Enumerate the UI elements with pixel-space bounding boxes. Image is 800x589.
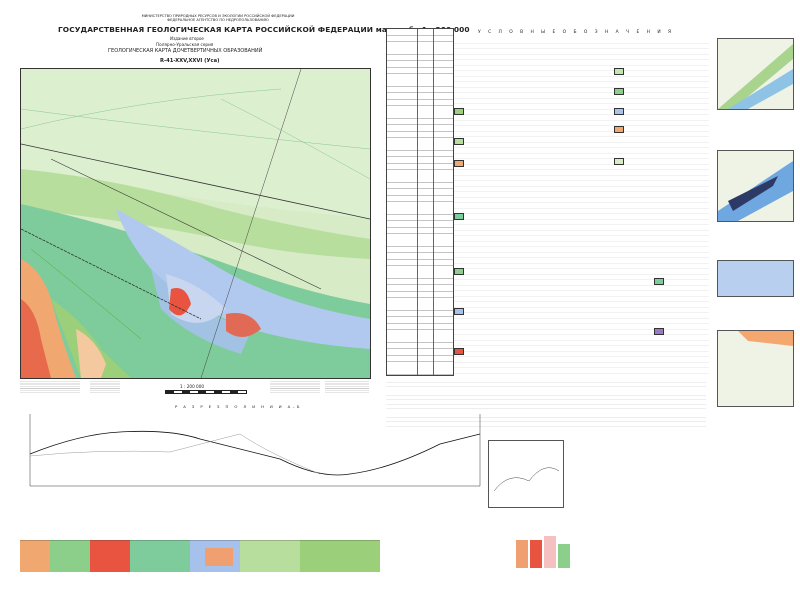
margin-notes-3 bbox=[270, 380, 320, 394]
fault-line-2 bbox=[50, 158, 322, 290]
correlation-scheme bbox=[516, 530, 578, 570]
fault-line-1 bbox=[21, 143, 370, 220]
contour-3 bbox=[220, 98, 370, 180]
scale-label: 1 : 200 000 bbox=[180, 384, 205, 389]
inset-map-1 bbox=[717, 38, 794, 110]
legend-swatch bbox=[454, 213, 464, 220]
contour-1 bbox=[21, 88, 282, 130]
inset-4-svg bbox=[738, 331, 793, 346]
scale-bar bbox=[165, 390, 247, 394]
cross-section bbox=[20, 539, 380, 572]
symbol-rows bbox=[386, 378, 706, 428]
legend-heading: У С Л О В Н Ы Е О Б О З Н А Ч Е Н И Я bbox=[478, 30, 675, 35]
legend-swatch bbox=[454, 348, 464, 355]
red-intrusion bbox=[169, 288, 191, 316]
legend-swatch bbox=[614, 108, 624, 115]
profile-graph bbox=[20, 414, 490, 494]
green-slope-unit bbox=[51, 299, 131, 378]
tectonic-scheme-svg bbox=[493, 467, 560, 492]
symbols-legend bbox=[386, 378, 710, 430]
thrust-line bbox=[21, 228, 202, 320]
contact-line bbox=[30, 248, 142, 340]
legend-swatch bbox=[614, 126, 624, 133]
geological-map[interactable] bbox=[20, 68, 371, 379]
legend-body bbox=[454, 38, 709, 374]
legend-swatch bbox=[614, 68, 624, 75]
inset-map-4 bbox=[717, 330, 794, 407]
legend-swatch bbox=[454, 268, 464, 275]
map-canvas bbox=[21, 69, 370, 378]
legend-swatch bbox=[454, 108, 464, 115]
legend-swatch bbox=[614, 158, 624, 165]
map-title: ГОСУДАРСТВЕННАЯ ГЕОЛОГИЧЕСКАЯ КАРТА РОСС… bbox=[58, 25, 470, 34]
legend-swatch bbox=[654, 278, 664, 285]
inset-map-2 bbox=[717, 150, 794, 222]
correlation-svg bbox=[516, 536, 570, 568]
map-margin bbox=[20, 380, 369, 400]
upper-plain-unit bbox=[21, 69, 370, 219]
insets-column bbox=[715, 30, 795, 410]
margin-notes-4 bbox=[325, 380, 369, 394]
inset-1-svg bbox=[718, 44, 793, 109]
column-divider bbox=[417, 29, 418, 375]
inset-2-svg bbox=[718, 161, 793, 221]
stratigraphic-column bbox=[386, 28, 454, 376]
profile-line bbox=[200, 69, 302, 378]
series-text: Полярно-Уральская серия bbox=[156, 42, 214, 47]
legend-rows bbox=[454, 38, 709, 374]
agency-line: ФЕДЕРАЛЬНОЕ АГЕНТСТВО ПО НЕДРОПОЛЬЗОВАНИ… bbox=[167, 18, 269, 23]
column-divider-2 bbox=[433, 29, 434, 375]
legend-swatch bbox=[654, 328, 664, 335]
ministry-text: МИНИСТЕРСТВО ПРИРОДНЫХ РЕСУРСОВ И ЭКОЛОГ… bbox=[118, 14, 318, 23]
legend-swatch bbox=[614, 88, 624, 95]
edition-text: Издание второе bbox=[170, 36, 204, 41]
column-rows bbox=[387, 29, 453, 375]
legend-swatch bbox=[454, 138, 464, 145]
tectonic-scheme bbox=[488, 440, 564, 508]
profile-title: Р А З Р Е З П О Л И Н И И А–Б bbox=[175, 404, 302, 409]
map-type-text: ГЕОЛОГИЧЕСКАЯ КАРТА ДОЧЕТВЕРТИЧНЫХ ОБРАЗ… bbox=[108, 48, 263, 54]
red-intrusion-2 bbox=[226, 313, 261, 338]
sheet-number: R-41-XXV,XXVI (Уса) bbox=[160, 58, 220, 64]
pink-unit bbox=[76, 329, 106, 378]
legend-swatch bbox=[454, 160, 464, 167]
cross-section-svg bbox=[20, 539, 380, 572]
legend-swatch bbox=[454, 308, 464, 315]
red-massif bbox=[21, 299, 51, 378]
ministry-line: МИНИСТЕРСТВО ПРИРОДНЫХ РЕСУРСОВ И ЭКОЛОГ… bbox=[141, 14, 295, 18]
inset-map-3 bbox=[717, 260, 794, 297]
margin-notes bbox=[20, 380, 80, 394]
contour-2 bbox=[21, 108, 370, 150]
river-valley-unit bbox=[116, 209, 370, 349]
margin-notes-2 bbox=[90, 380, 120, 394]
profile-svg bbox=[29, 414, 481, 487]
green-band-unit bbox=[21, 169, 370, 259]
